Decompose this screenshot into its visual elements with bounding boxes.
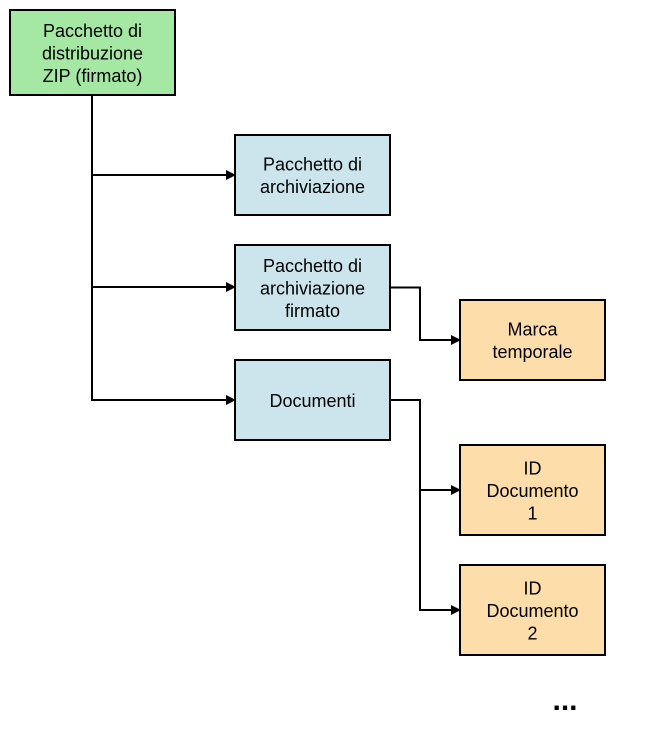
tree-diagram: Pacchetto didistribuzioneZIP (firmato)Pa… [0, 0, 650, 730]
node-marca_temporale-label-line-0: Marca [507, 320, 558, 340]
node-marca_temporale-box [460, 300, 605, 380]
node-root-label-line-0: Pacchetto di [43, 21, 142, 41]
node-root: Pacchetto didistribuzione ZIP (firmato) [10, 10, 175, 95]
node-id_doc_1: ID Documento1 [460, 445, 605, 535]
node-archiviazione-label-line-0: Pacchetto di [263, 155, 362, 175]
node-root-label-line-2: ZIP (firmato) [43, 66, 143, 86]
node-id_doc_1-label-line-1: Documento [486, 481, 578, 501]
edge-archiviazione_firmato-to-marca_temporale [390, 288, 460, 341]
node-id_doc_1-label-line-2: 1 [527, 503, 537, 523]
edge-documenti-to-id_doc_2 [390, 400, 460, 610]
ellipsis-text: ... [552, 684, 577, 717]
node-archiviazione_firmato-label-line-2: firmato [285, 301, 340, 321]
node-id_doc_2-label-line-2: 2 [527, 623, 537, 643]
node-archiviazione: Pacchetto diarchiviazione [235, 135, 390, 215]
edge-root-to-documenti [92, 95, 235, 400]
node-archiviazione-box [235, 135, 390, 215]
node-archiviazione_firmato-label-line-1: archiviazione [260, 278, 365, 298]
node-marca_temporale-label-line-1: temporale [492, 342, 572, 362]
node-documenti-label-line-0: Documenti [269, 391, 355, 411]
node-root-label-line-1: distribuzione [42, 43, 143, 63]
node-documenti: Documenti [235, 360, 390, 440]
node-marca_temporale: Marcatemporale [460, 300, 605, 380]
node-id_doc_2-label-line-1: Documento [486, 601, 578, 621]
node-archiviazione-label-line-1: archiviazione [260, 177, 365, 197]
node-archiviazione_firmato: Pacchetto diarchiviazione firmato [235, 245, 390, 330]
edge-documenti-to-id_doc_1 [390, 400, 460, 490]
node-id_doc_2: ID Documento2 [460, 565, 605, 655]
node-id_doc_1-label-line-0: ID [524, 458, 542, 478]
edge-root-to-archiviazione_firmato [92, 95, 235, 287]
node-id_doc_2-label-line-0: ID [524, 578, 542, 598]
edge-root-to-archiviazione [92, 95, 235, 175]
node-archiviazione_firmato-label-line-0: Pacchetto di [263, 256, 362, 276]
